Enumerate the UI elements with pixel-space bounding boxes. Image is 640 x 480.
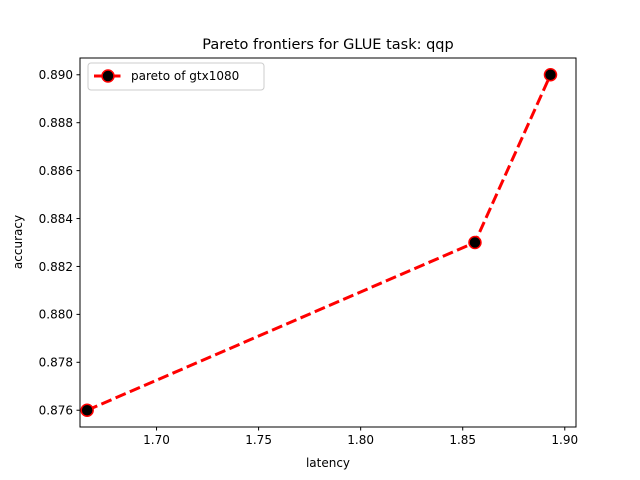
data-point bbox=[543, 68, 558, 82]
x-tick-label: 1.75 bbox=[245, 433, 272, 447]
data-point bbox=[80, 403, 94, 417]
y-axis-label: accuracy bbox=[11, 215, 25, 269]
y-tick-label: 0.882 bbox=[39, 260, 73, 274]
y-tick-label: 0.888 bbox=[39, 116, 73, 130]
x-axis-ticks: 1.70 1.75 1.80 1.85 1.90 bbox=[143, 427, 578, 447]
legend: pareto of gtx1080 bbox=[87, 62, 265, 91]
plot-area bbox=[80, 68, 558, 417]
legend-box bbox=[87, 62, 265, 91]
axes-frame bbox=[79, 57, 577, 428]
chart-title: Pareto frontiers for GLUE task: qqp bbox=[202, 37, 453, 53]
y-tick-label: 0.876 bbox=[39, 404, 73, 418]
x-axis-label: latency bbox=[306, 456, 350, 470]
legend-label: pareto of gtx1080 bbox=[131, 69, 239, 83]
y-tick-label: 0.890 bbox=[39, 68, 73, 82]
y-axis-ticks: 0.876 0.878 0.880 0.882 0.884 0.886 0.888 0.890 bbox=[39, 68, 80, 418]
x-tick-label: 1.85 bbox=[449, 433, 476, 447]
y-tick-label: 0.884 bbox=[39, 212, 73, 226]
x-tick-label: 1.70 bbox=[143, 433, 170, 447]
legend-marker-sample bbox=[101, 69, 115, 83]
x-tick-label: 1.90 bbox=[551, 433, 578, 447]
x-tick-label: 1.80 bbox=[347, 433, 374, 447]
data-point bbox=[468, 235, 482, 250]
y-tick-label: 0.886 bbox=[39, 164, 73, 178]
y-tick-label: 0.880 bbox=[39, 308, 73, 322]
y-tick-label: 0.878 bbox=[39, 356, 73, 370]
